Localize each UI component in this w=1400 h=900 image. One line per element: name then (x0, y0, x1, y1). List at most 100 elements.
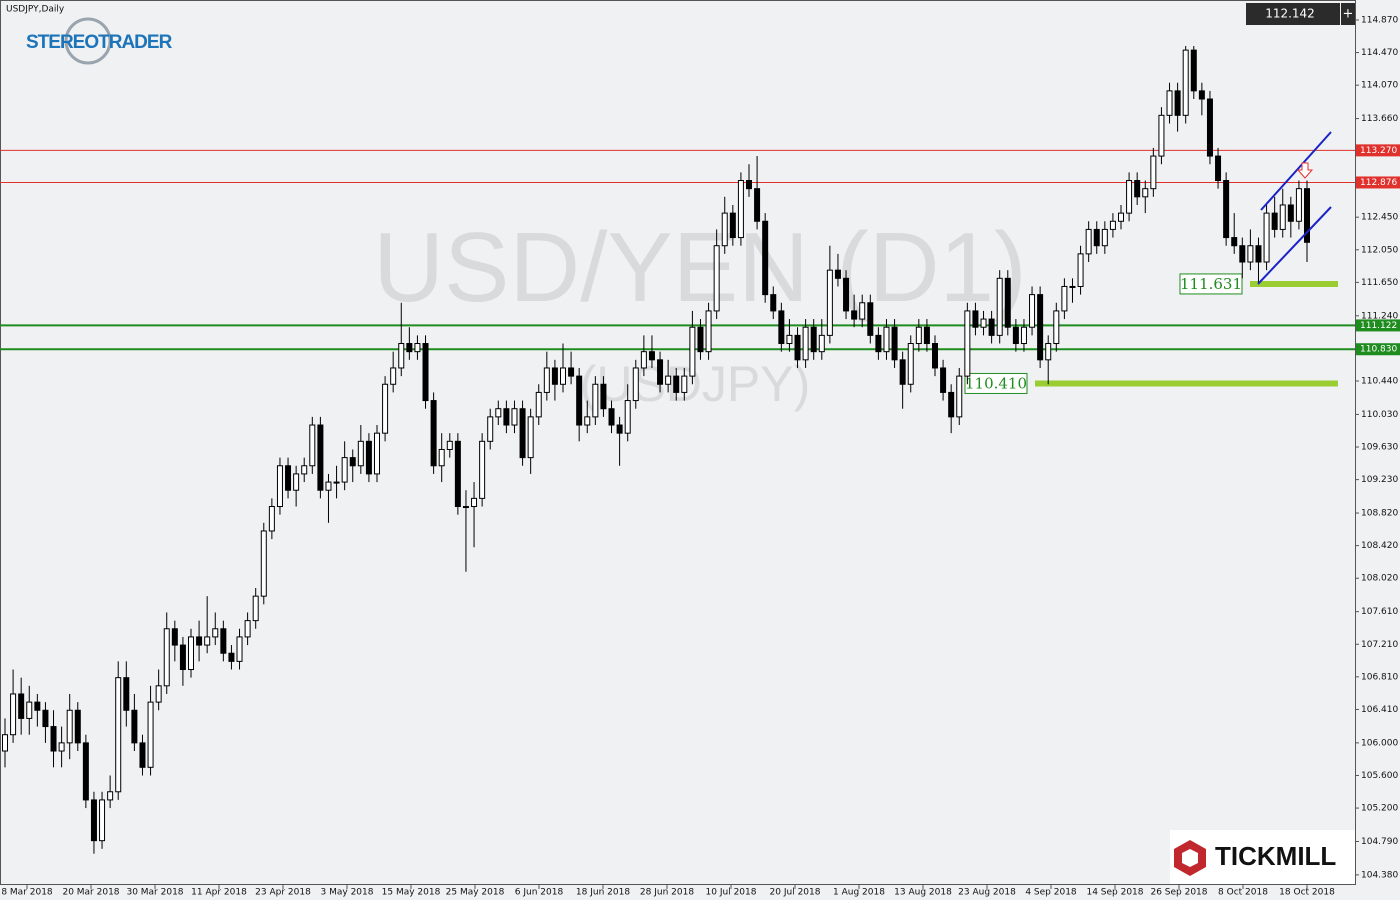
candle-body (301, 465, 308, 475)
y-tick-label: 104.380 (1361, 870, 1398, 880)
candle-body (1206, 98, 1213, 157)
candle-body (940, 367, 947, 393)
candle-body (673, 375, 680, 393)
candle-body (907, 343, 914, 385)
candle-body (333, 481, 340, 484)
candle-body (495, 408, 502, 418)
candle-body (430, 400, 437, 467)
x-tick-label: 23 Apr 2018 (255, 888, 311, 898)
candle-body (996, 277, 1003, 336)
y-tick-label: 109.630 (1361, 443, 1398, 453)
candle-body (26, 701, 33, 719)
candle-body (568, 367, 575, 377)
y-tick-label: 106.410 (1361, 705, 1398, 715)
candle-body (915, 326, 922, 345)
candle-body (414, 343, 421, 353)
candle-body (1142, 188, 1149, 198)
candle-body (770, 294, 777, 312)
candle-body (188, 636, 194, 671)
candle-body (374, 432, 380, 475)
candle-body (1158, 114, 1165, 157)
candle-body (600, 383, 607, 410)
candle-body (867, 302, 874, 336)
candle-body (972, 310, 979, 328)
candle-body (357, 440, 364, 467)
support-label: 110.410 (965, 374, 1027, 392)
candle-body (212, 628, 219, 638)
x-tick-label: 23 Aug 2018 (958, 888, 1016, 898)
candle-body (1004, 277, 1011, 328)
candle-body (487, 416, 494, 442)
y-tick-label: 107.610 (1361, 607, 1398, 617)
candle-body (18, 693, 25, 719)
candle-body (155, 685, 162, 703)
level-label-bg (1356, 144, 1400, 157)
y-tick-label: 105.600 (1361, 771, 1398, 781)
x-tick-label: 11 Apr 2018 (191, 888, 247, 898)
candle-body (454, 440, 461, 508)
x-tick-label: 1 Aug 2018 (833, 888, 885, 898)
candle-body (964, 310, 971, 377)
candle-body (163, 628, 170, 687)
x-tick-label: 8 Mar 2018 (1, 888, 53, 898)
candle-body (236, 636, 243, 662)
x-tick-label: 28 Jun 2018 (640, 888, 694, 898)
candle-body (1279, 204, 1286, 230)
candle-body (932, 343, 938, 369)
y-tick-label: 112.050 (1361, 245, 1398, 255)
candle-body (713, 245, 720, 312)
candle-body (1295, 188, 1302, 222)
add-button-icon[interactable]: + (1343, 7, 1354, 22)
candle-body (632, 367, 639, 402)
candle-body (1020, 326, 1027, 345)
symbol-label: USDJPY,Daily (6, 5, 65, 15)
candle-body (471, 497, 478, 508)
x-tick-label: 20 Mar 2018 (62, 888, 119, 898)
candle-body (115, 677, 122, 793)
y-tick-label: 114.070 (1361, 81, 1398, 91)
y-tick-label: 104.790 (1361, 837, 1398, 847)
candle-body (1150, 155, 1157, 190)
y-tick-label: 108.020 (1361, 574, 1398, 584)
candle-body (980, 318, 987, 328)
candle-body (341, 457, 348, 483)
y-tick-label: 111.240 (1361, 311, 1398, 321)
candle-body (511, 408, 518, 426)
candle-body (810, 326, 817, 353)
candle-body (551, 367, 558, 385)
candle-body (204, 636, 211, 646)
level-label: 111.122 (1360, 321, 1397, 331)
x-tick-label: 4 Sep 2018 (1025, 888, 1077, 898)
candle-body (325, 481, 332, 491)
candle-body (592, 383, 599, 418)
candle-body (462, 506, 469, 509)
candle-body (543, 367, 550, 393)
candle-body (365, 440, 372, 475)
candle-body (948, 391, 955, 418)
candle-body (390, 367, 397, 385)
candle-body (762, 220, 769, 296)
candle-body (1061, 285, 1068, 312)
down-arrow (1296, 162, 1314, 179)
candle-body (883, 326, 890, 353)
candle-body (1231, 237, 1238, 247)
candle-body (139, 742, 146, 768)
candle-body (2, 734, 8, 752)
candle-body (1239, 245, 1246, 263)
candle-body (107, 791, 114, 801)
candle-body (681, 375, 688, 393)
candle-body (147, 701, 154, 768)
add-button[interactable] (1341, 3, 1355, 25)
candle-body (794, 334, 801, 361)
candle-body (228, 652, 235, 662)
candle-body (479, 440, 486, 499)
watermark: USD/YEN (D1) (373, 212, 1026, 322)
candle-body (560, 367, 566, 385)
candle-body (899, 359, 906, 385)
candle-body (721, 212, 728, 247)
candle-body (406, 343, 413, 353)
candle-body (818, 334, 825, 353)
candle-body (1077, 253, 1084, 287)
x-tick-label: 18 Oct 2018 (1279, 888, 1335, 898)
level-label: 113.270 (1360, 146, 1397, 156)
